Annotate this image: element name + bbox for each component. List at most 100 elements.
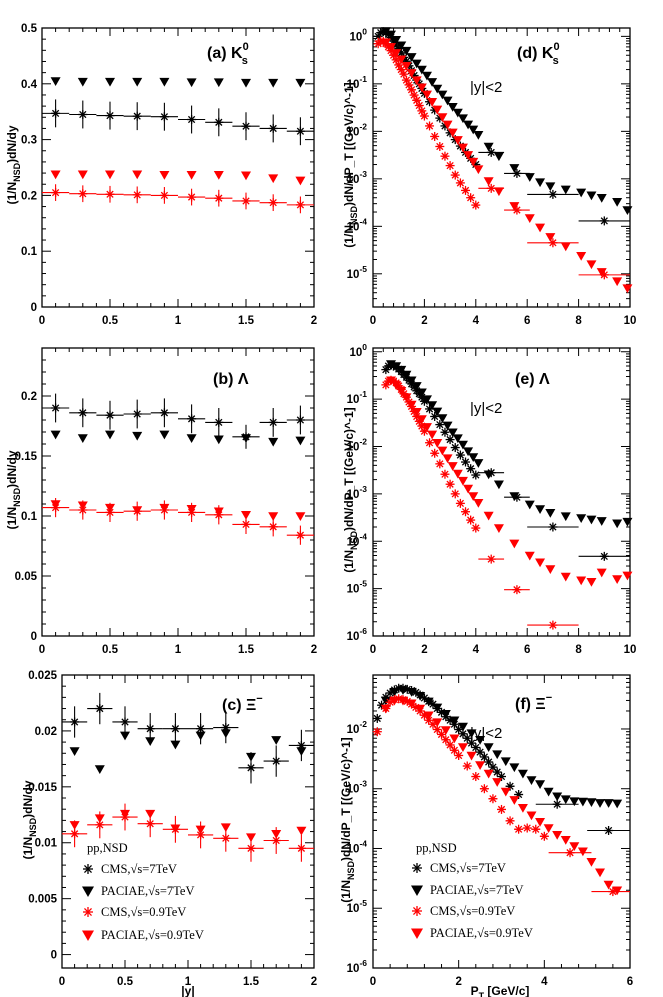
point-pac09 [473,498,484,508]
plot-frame [41,27,315,308]
x-tick-label: 0 [370,315,376,327]
y-axis-label-sub: NSD [349,206,359,226]
y-axis-label: (1/NNSD)dN/dP_T [(GeV/c)^-1] [339,737,356,902]
point-cms09 [488,794,498,804]
point-pac7 [421,395,432,405]
point-pac7 [391,35,402,45]
point-pac7 [50,430,61,440]
point-pac09 [577,847,588,857]
point-cms7-stroke [487,148,495,157]
point-cms7 [471,470,481,480]
point-cms7-stroke [215,418,223,427]
point-pac09 [391,49,402,58]
point-cms09 [450,170,460,180]
point-pac09 [145,809,156,819]
point-pac09 [449,734,460,744]
point-pac09 [463,151,474,160]
point-cms7 [78,109,88,119]
point-pac09 [466,751,477,761]
point-pac7 [186,78,197,88]
point-pac09 [271,830,282,839]
particle-sup: 0 [243,41,249,53]
point-pac09 [77,170,88,180]
x-tick-label: 10 [624,644,637,656]
point-pac09 [452,136,463,145]
x-tick-label: 2 [421,315,427,327]
point-pac09 [186,171,197,180]
particle-sub: s [242,55,248,67]
y-tick-label-exp: -2 [359,719,367,729]
point-cms09 [372,727,382,737]
legend-marker-pac09 [411,928,423,939]
point-pac09 [50,500,61,509]
point-pac7 [483,743,494,752]
point-cms09-stroke [413,96,421,104]
point-pac7 [493,480,504,490]
point-cms09 [396,65,406,75]
point-cms7-stroke [272,757,280,765]
point-cms09-stroke [407,86,416,94]
point-cms09 [548,620,558,630]
legend-marker-pac7 [82,886,94,897]
y-tick-label-exp: -4 [359,216,367,226]
particle-sub: s [553,55,559,67]
plot-frame [41,347,315,637]
point-cms7 [170,724,180,734]
x-tick-label: 6 [524,644,530,656]
point-pac09 [406,699,417,709]
point-cms09 [419,426,429,436]
point-pac09 [586,857,597,867]
point-pac09 [560,572,571,582]
plot-frame [372,27,631,308]
point-pac09 [411,76,422,86]
y-tick-label: 0.05 [15,571,38,583]
point-pac09 [170,824,181,834]
point-cms09 [435,141,445,151]
point-pac7 [213,78,224,88]
point-cms09 [462,761,472,771]
point-pac09 [483,177,494,187]
point-cms7 [159,408,169,418]
point-cms09-stroke [487,555,495,563]
point-cms7-stroke [600,217,608,225]
point-pac7 [397,686,408,695]
point-cms09-stroke [160,191,169,200]
point-cms7 [552,799,562,809]
point-pac7 [396,41,407,51]
legend-marker-pac09 [82,930,94,941]
point-pac7 [452,108,463,118]
point-pac7 [545,508,556,518]
point-cms09-stroke [51,188,60,197]
point-pac7 [432,407,443,417]
point-pac7 [493,152,504,162]
point-pac7 [427,78,438,87]
point-cms09 [132,190,142,200]
point-pac09 [569,842,580,852]
point-cms09-stroke [187,193,196,201]
point-cms7 [246,763,256,773]
point-cms09-stroke [242,197,250,205]
point-pac7 [416,65,427,75]
x-tick-label: 1 [175,644,182,656]
point-pac09 [526,811,537,821]
point-cms09 [450,489,460,499]
point-pac7 [268,437,279,447]
point-cms7 [214,417,224,427]
point-cms7-stroke [513,169,521,178]
point-pac7 [545,182,556,192]
point-pac7 [576,188,587,198]
point-pac7 [411,382,422,391]
point-cms7-stroke [476,748,484,756]
x-tick-label: 2 [311,315,317,327]
point-pac09 [524,214,535,223]
point-pac7 [440,709,451,719]
plot-frame [372,347,631,637]
point-cms09-stroke [446,161,454,170]
point-pac7 [186,434,197,443]
point-pac7 [427,401,438,411]
y-tick-label: 10-6 [347,626,368,643]
point-cms7 [372,713,382,723]
y-tick-label-exp: 0 [362,26,367,36]
y-tick-label: 100 [349,26,367,43]
point-cms09-stroke [433,725,441,734]
